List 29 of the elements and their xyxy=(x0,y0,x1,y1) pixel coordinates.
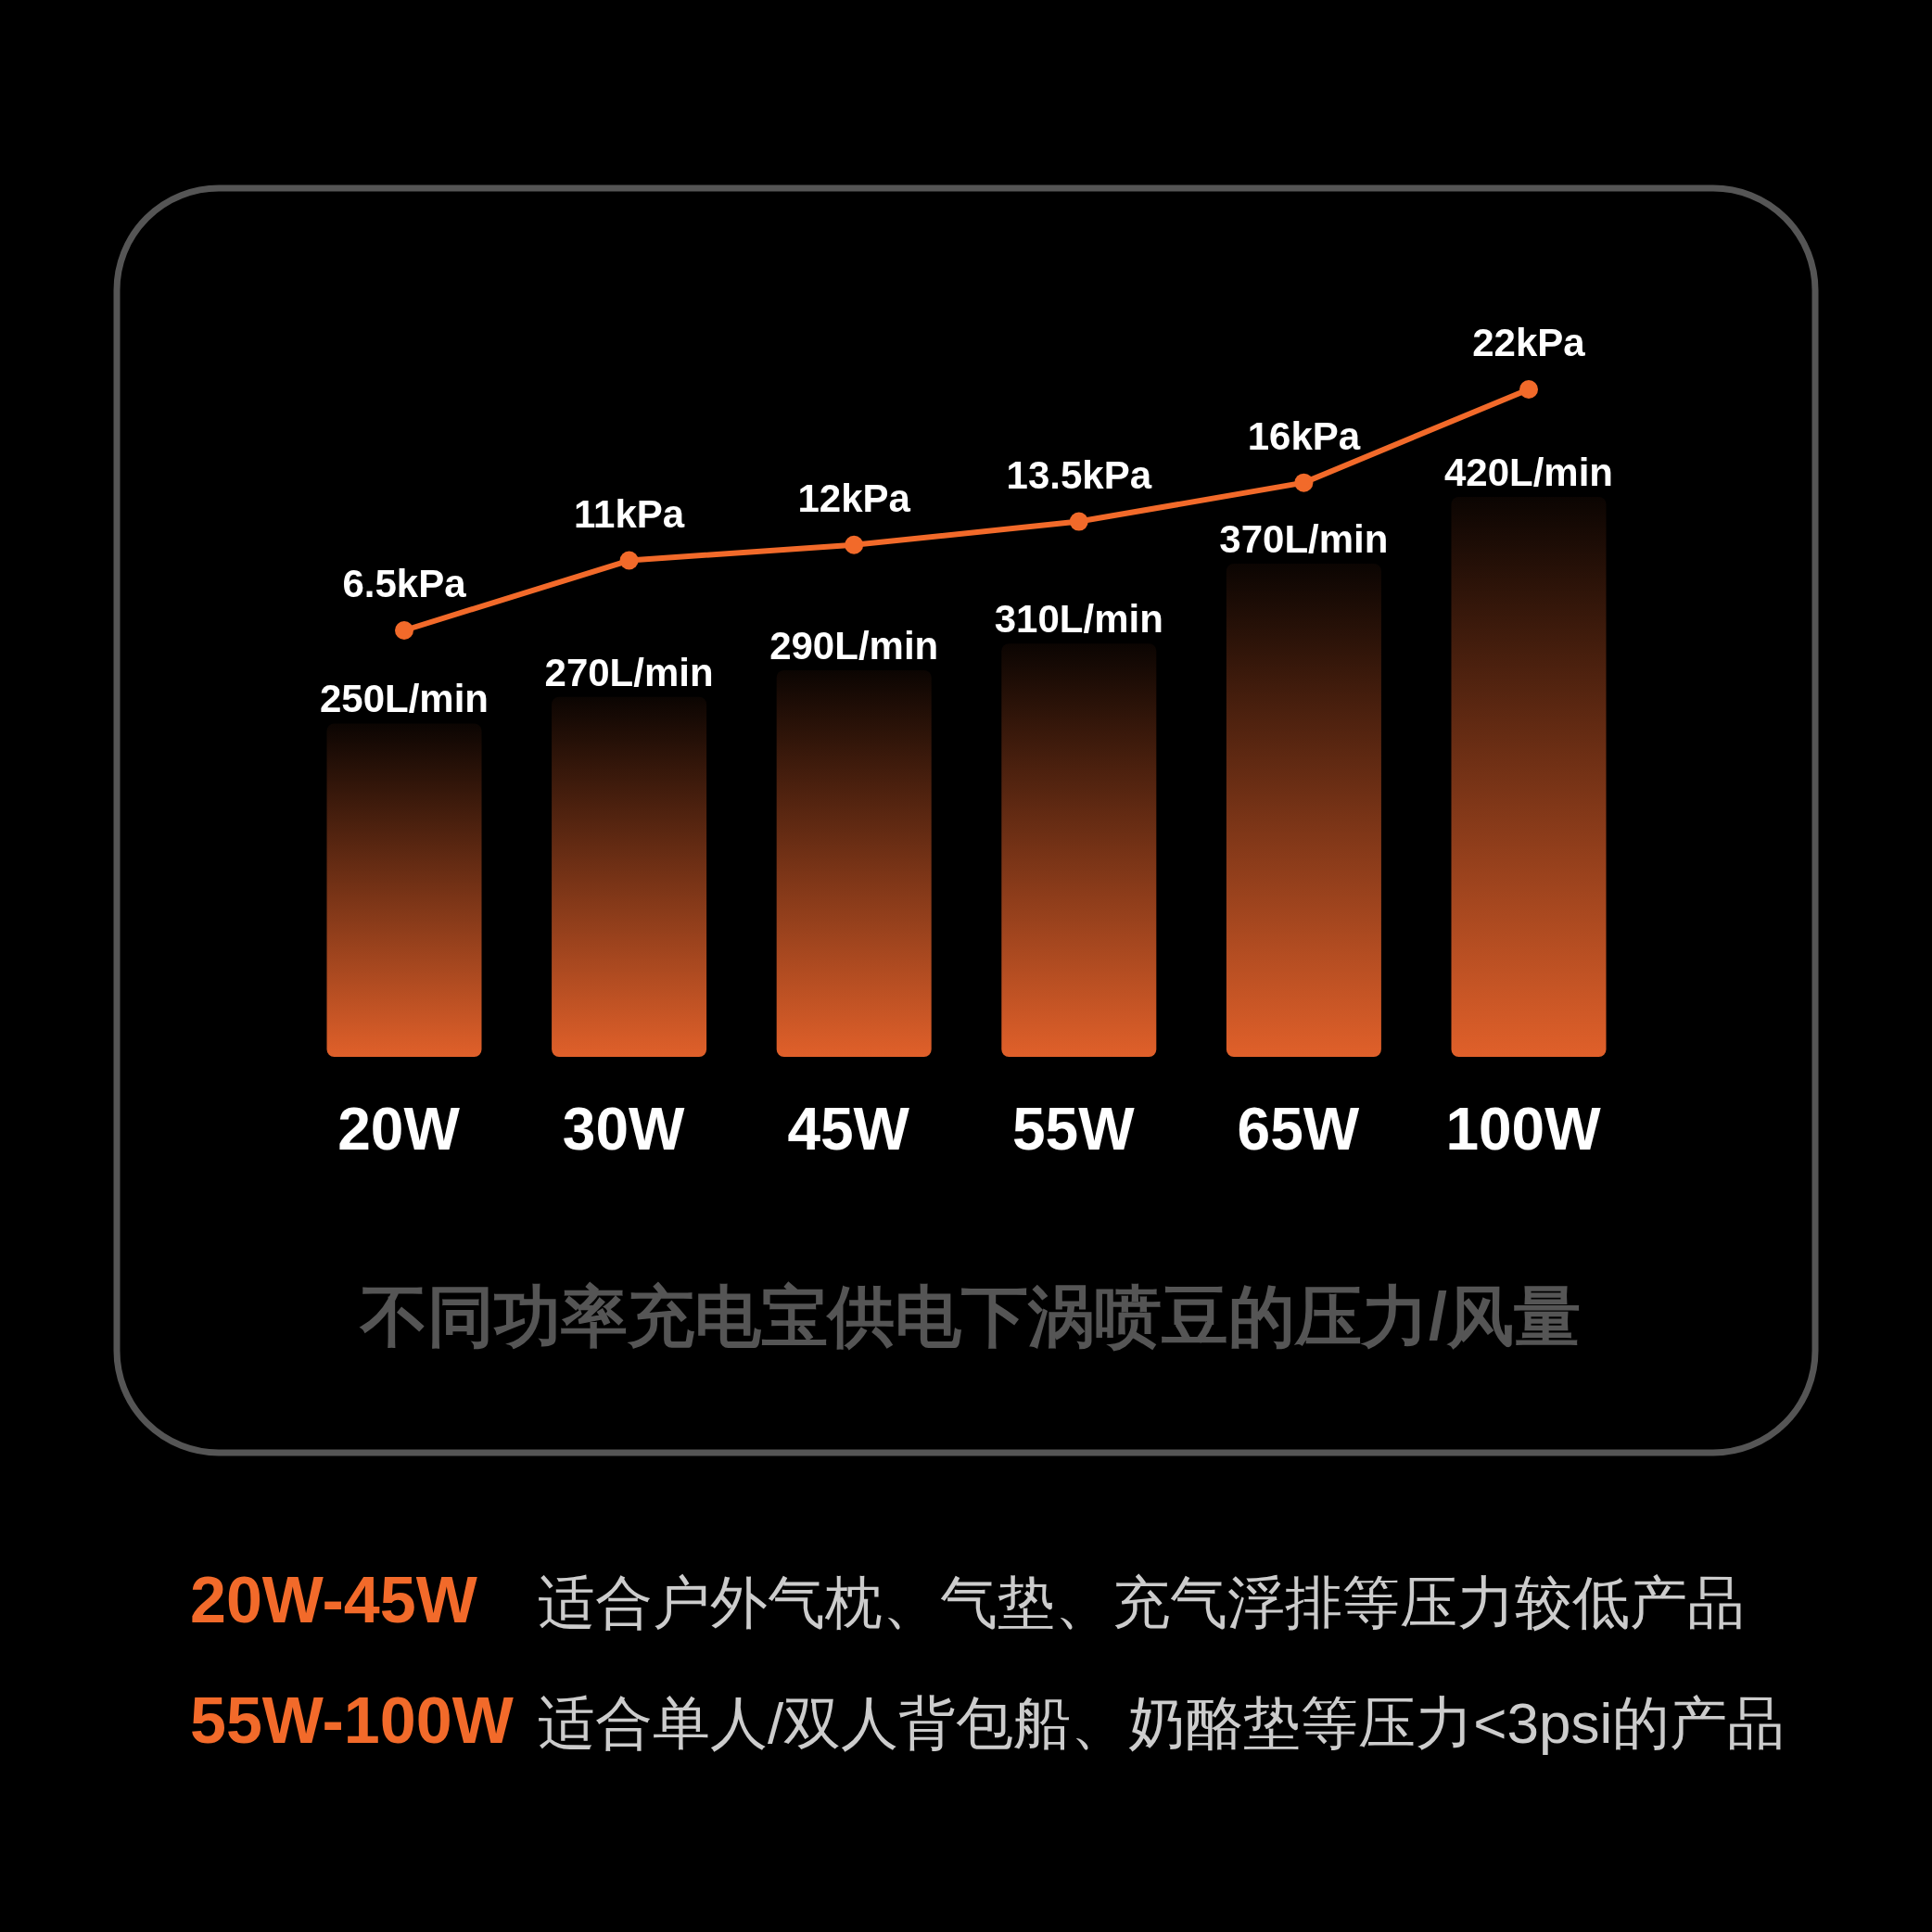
data-label: 12kPa xyxy=(797,476,911,520)
data-label: 11kPa xyxy=(574,491,685,536)
bar xyxy=(776,669,932,1057)
text: 20W-45W xyxy=(190,1564,477,1636)
bar xyxy=(1451,497,1607,1057)
bar xyxy=(552,696,707,1057)
x-tick-label: 30W xyxy=(562,1096,685,1163)
text: 55W-100W xyxy=(190,1684,514,1757)
text: 不同功率充电宝供电下涡喷豆的压力/风量 xyxy=(358,1279,1582,1354)
bar xyxy=(326,723,482,1057)
data-label: 13.5kPa xyxy=(1006,452,1152,497)
data-label: 370L/min xyxy=(1219,516,1389,561)
data-label: 16kPa xyxy=(1247,413,1361,458)
bar xyxy=(1226,563,1381,1057)
bar xyxy=(1001,643,1157,1057)
data-label: 420L/min xyxy=(1443,451,1614,494)
data-label: 270L/min xyxy=(544,650,714,694)
data-label: 290L/min xyxy=(769,623,939,667)
x-tick-label: 45W xyxy=(787,1096,910,1163)
x-tick-label: 100W xyxy=(1445,1096,1602,1163)
x-tick-label: 55W xyxy=(1012,1096,1136,1163)
data-label: 250L/min xyxy=(319,677,489,721)
text: 适合户外气枕、气垫、充气浮排等压力较低产品 xyxy=(538,1570,1745,1634)
x-tick-label: 65W xyxy=(1237,1096,1360,1163)
data-label: 310L/min xyxy=(994,597,1163,642)
x-tick-label: 20W xyxy=(337,1096,461,1163)
text: 适合单人/双人背包船、奶酪垫等压力<3psi的产品 xyxy=(538,1691,1786,1755)
data-label: 22kPa xyxy=(1472,321,1586,364)
data-label: 6.5kPa xyxy=(342,562,467,605)
